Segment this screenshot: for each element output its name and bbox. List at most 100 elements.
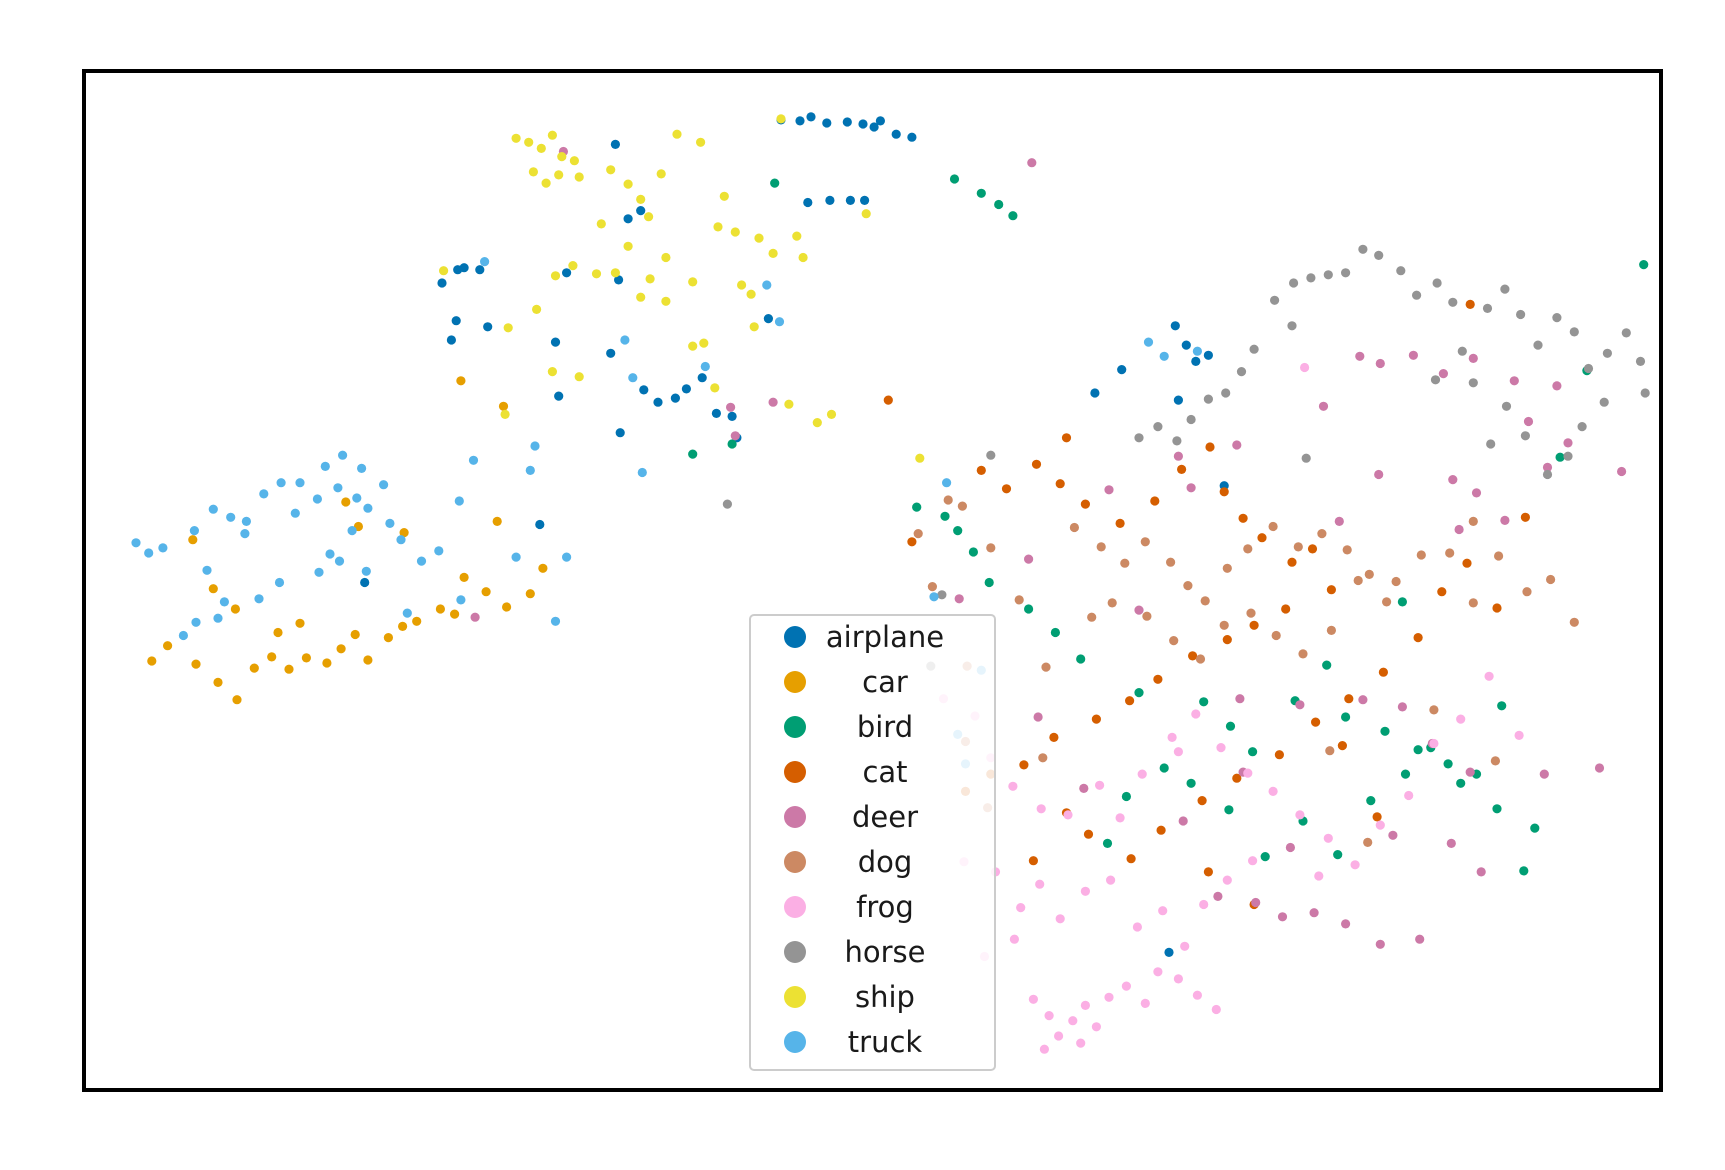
point-frog xyxy=(1076,1038,1086,1048)
point-bird xyxy=(984,577,994,588)
point-bird xyxy=(1186,778,1196,788)
point-frog xyxy=(1035,879,1045,889)
point-truck xyxy=(620,335,630,345)
point-airplane xyxy=(697,373,707,383)
point-bird xyxy=(1639,260,1649,270)
point-deer xyxy=(768,397,778,407)
point-deer xyxy=(470,612,480,622)
point-deer xyxy=(1446,838,1456,849)
point-frog xyxy=(1028,994,1038,1004)
point-horse xyxy=(1186,414,1196,425)
point-cat xyxy=(1150,496,1160,506)
point-airplane xyxy=(891,129,901,139)
point-dog xyxy=(1353,575,1363,586)
point-frog xyxy=(1104,992,1114,1002)
point-deer xyxy=(1104,485,1114,495)
point-horse xyxy=(1577,422,1587,432)
point-bird xyxy=(1530,823,1540,833)
point-ship xyxy=(826,409,837,419)
point-frog xyxy=(1054,1031,1064,1041)
legend-label-truck: truck xyxy=(848,1025,923,1059)
point-frog xyxy=(1456,714,1466,724)
point-horse xyxy=(1448,297,1458,307)
point-horse xyxy=(1270,295,1280,305)
point-dog xyxy=(943,495,953,505)
point-deer xyxy=(1374,469,1384,480)
point-dog xyxy=(1293,542,1303,552)
point-truck xyxy=(550,616,561,626)
point-airplane xyxy=(360,577,370,588)
point-horse xyxy=(986,450,996,460)
point-ship xyxy=(730,227,740,237)
point-truck xyxy=(320,461,330,471)
points-layer xyxy=(131,112,1650,1054)
point-truck xyxy=(191,617,201,627)
point-ship xyxy=(557,152,567,162)
point-truck xyxy=(774,317,785,327)
point-truck xyxy=(178,630,188,641)
point-dog xyxy=(1546,574,1556,585)
point-airplane xyxy=(825,195,835,205)
point-car xyxy=(188,535,198,545)
point-bird xyxy=(940,511,950,521)
point-airplane xyxy=(845,195,856,205)
point-horse xyxy=(1432,278,1442,288)
legend: airplane car bird cat deer dog frog horse ship tr… xyxy=(749,614,996,1071)
point-bird xyxy=(1050,627,1060,638)
point-airplane xyxy=(670,393,681,403)
point-bird xyxy=(688,449,698,459)
point-dog xyxy=(1107,598,1117,608)
point-bird xyxy=(1555,452,1565,462)
point-car xyxy=(459,572,469,583)
point-ship xyxy=(784,399,794,409)
point-airplane xyxy=(653,397,663,407)
point-ship xyxy=(574,372,584,382)
point-truck xyxy=(396,535,406,545)
point-ship xyxy=(699,338,709,348)
point-deer xyxy=(1500,515,1510,526)
point-deer xyxy=(730,431,740,441)
legend-marker-airplane xyxy=(784,626,806,648)
point-horse xyxy=(1516,309,1526,320)
point-dog xyxy=(1317,529,1327,539)
point-ship xyxy=(574,172,584,182)
point-ship xyxy=(569,156,580,166)
point-cat xyxy=(1337,741,1347,751)
point-frog xyxy=(1016,903,1026,913)
point-cat xyxy=(1197,796,1207,806)
point-airplane xyxy=(1090,388,1100,398)
point-bird xyxy=(1492,804,1502,814)
point-ship xyxy=(536,143,546,153)
point-cat xyxy=(1055,479,1065,489)
point-truck xyxy=(416,556,427,566)
point-horse xyxy=(1287,321,1297,331)
series-truck xyxy=(131,257,1202,769)
point-truck xyxy=(762,280,772,290)
plot-frame xyxy=(82,69,1663,1092)
point-dog xyxy=(1246,608,1256,618)
point-dog xyxy=(1041,662,1051,672)
point-airplane xyxy=(1164,947,1174,958)
point-bird xyxy=(727,439,737,449)
point-car xyxy=(412,616,422,626)
point-deer xyxy=(1454,524,1464,535)
point-airplane xyxy=(803,197,813,208)
point-horse xyxy=(1153,422,1163,432)
point-deer xyxy=(1542,462,1553,472)
point-airplane xyxy=(550,337,561,347)
point-ship xyxy=(636,194,646,204)
point-dog xyxy=(1363,837,1373,848)
point-deer xyxy=(1539,769,1549,779)
point-bird xyxy=(1024,604,1034,614)
point-horse xyxy=(1482,303,1493,313)
point-horse xyxy=(1221,388,1231,398)
point-cat xyxy=(1257,533,1267,543)
point-dog xyxy=(1268,521,1278,532)
point-ship xyxy=(754,233,764,243)
point-frog xyxy=(1211,1004,1221,1015)
point-truck xyxy=(363,503,373,513)
point-deer xyxy=(1235,694,1245,704)
point-frog xyxy=(1121,981,1131,991)
point-airplane xyxy=(806,112,816,122)
